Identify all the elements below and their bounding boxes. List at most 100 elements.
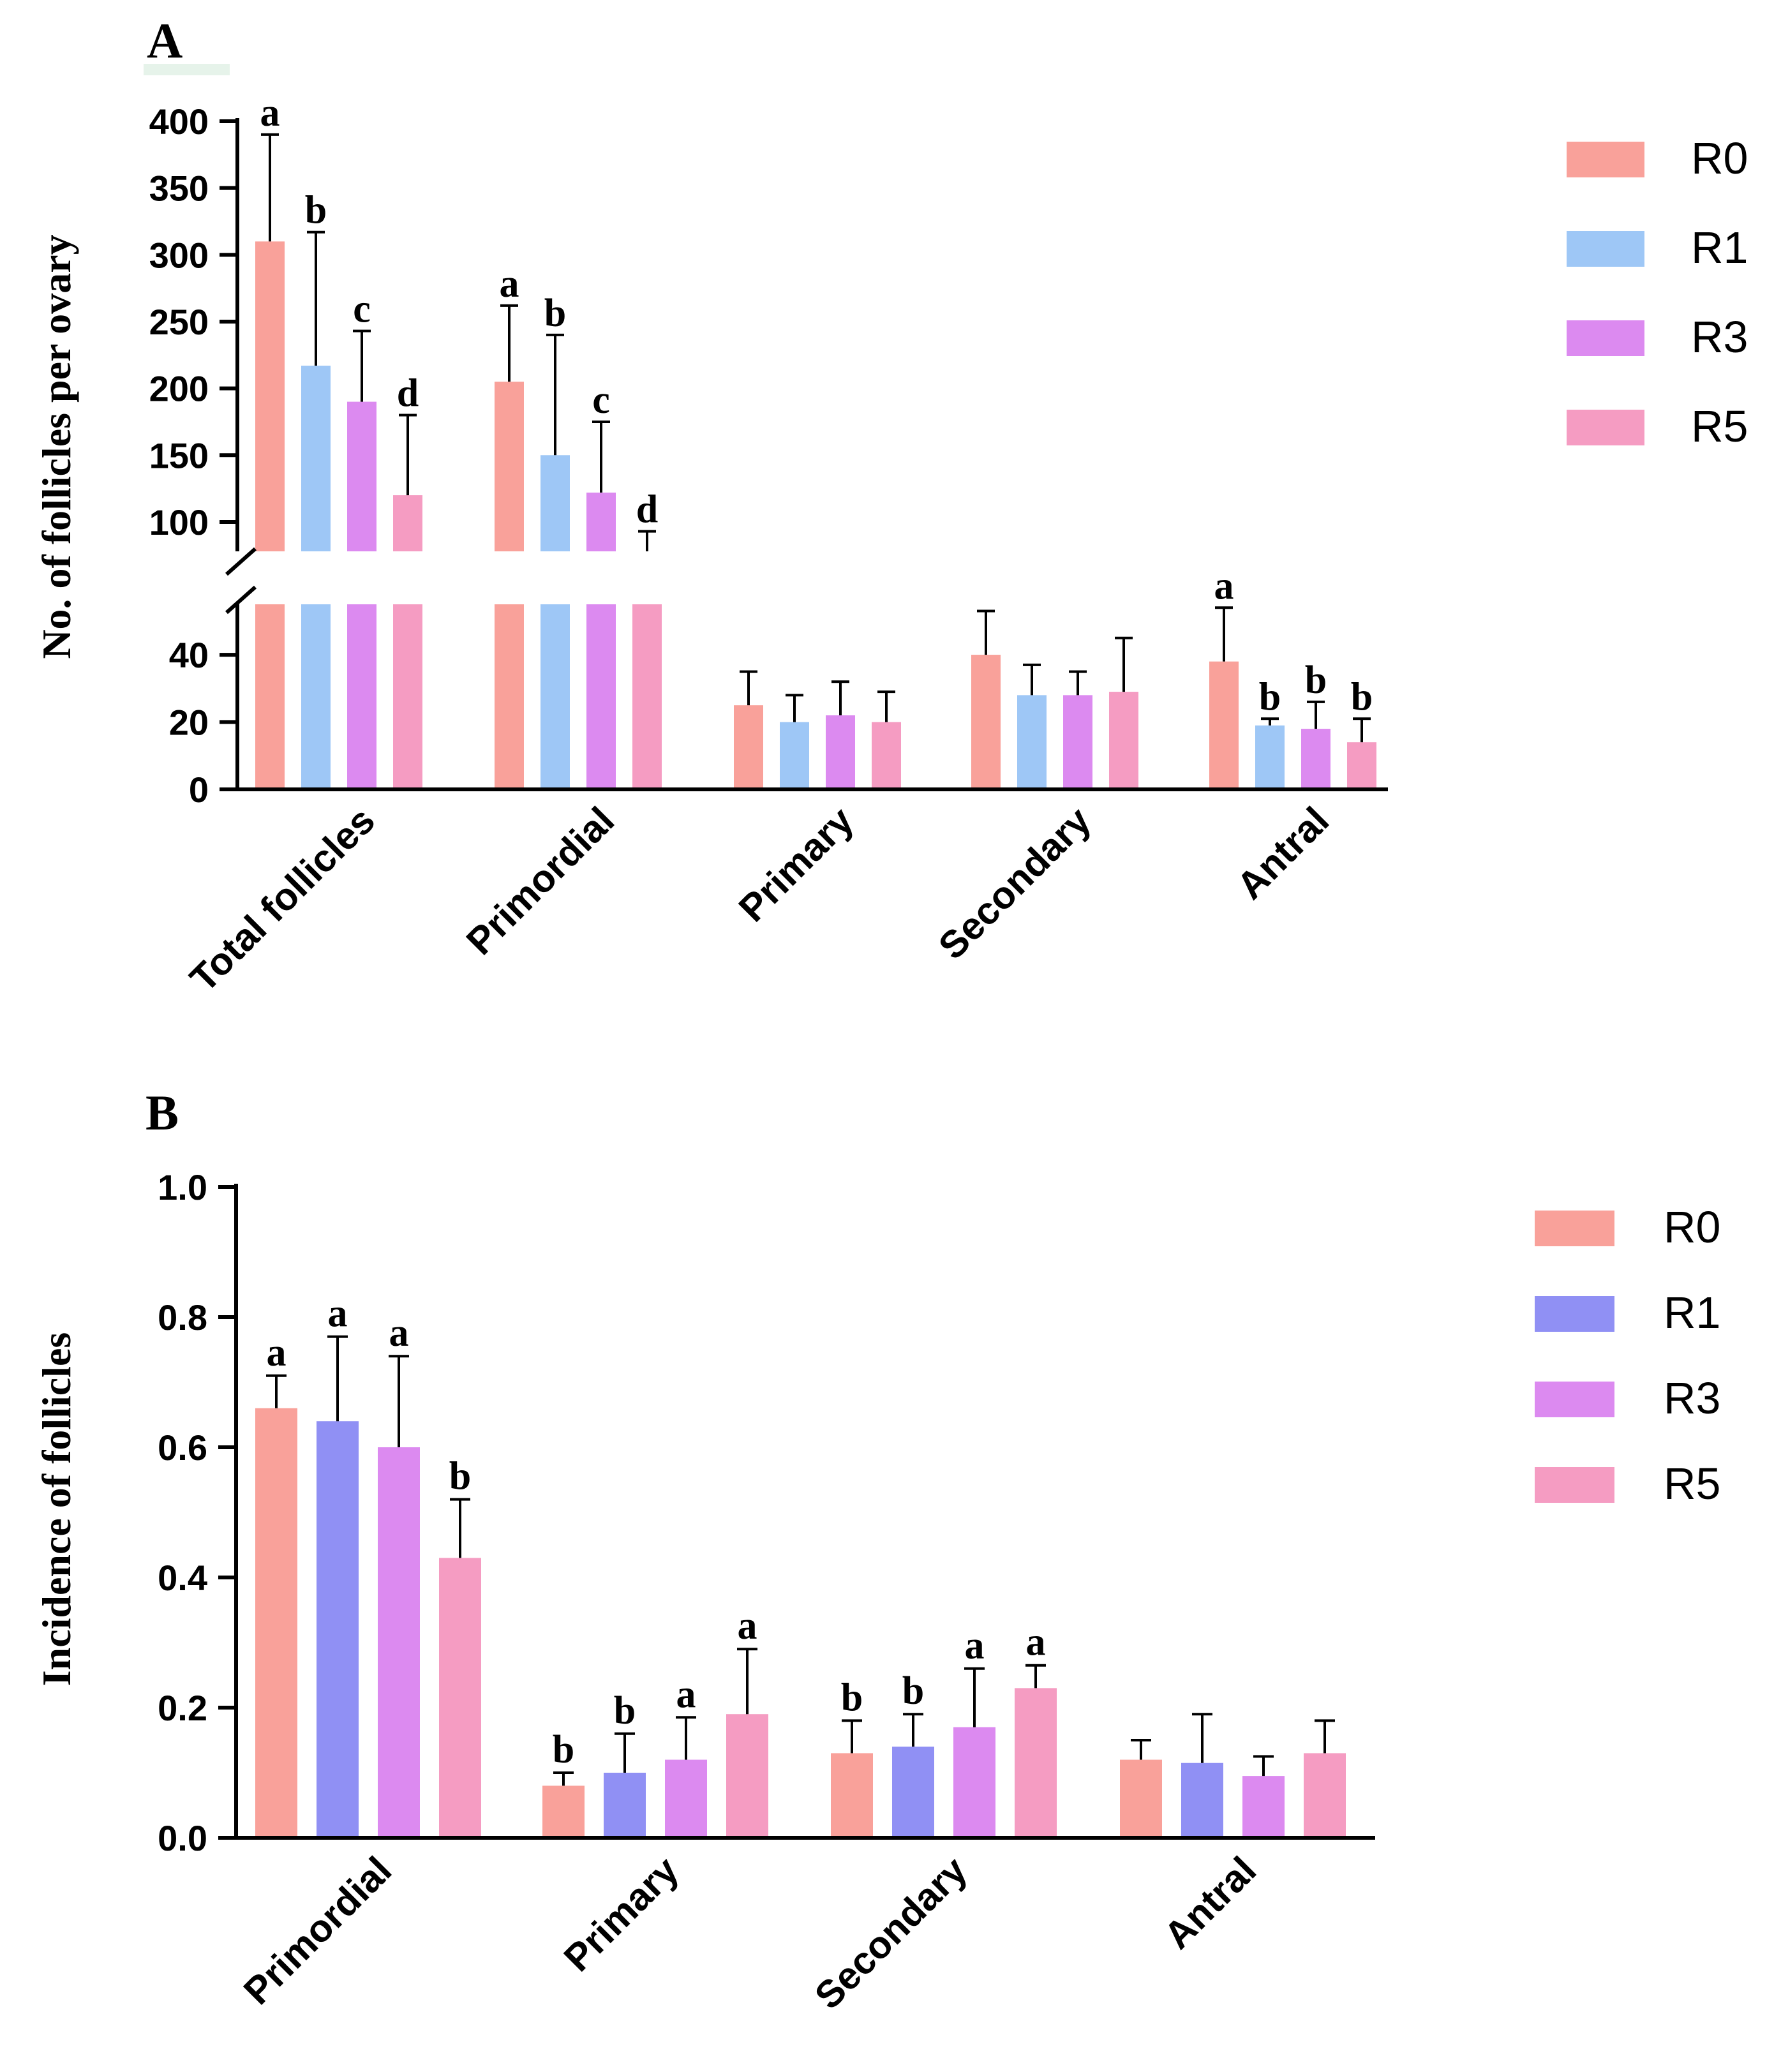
- panel-b-significance-letter: b: [841, 1676, 863, 1719]
- panel-a-bar-total-follicles-r1-upper: [301, 366, 331, 551]
- panel-a-bar-antral-r1: [1255, 725, 1285, 789]
- panel-b-bar-primary-r0: [542, 1785, 585, 1838]
- panel-a-bar-antral-r0: [1209, 661, 1239, 789]
- panel-b-bar-secondary-r3: [953, 1727, 995, 1838]
- panel-a-label: A: [147, 13, 183, 68]
- panel-a-significance-letter: b: [305, 189, 327, 232]
- panel-a-significance-letter: a: [260, 91, 280, 135]
- panel-a-x-category-label: Primordial: [458, 799, 622, 963]
- panel-a-y-tick-label: 250: [149, 302, 209, 342]
- panel-b-bar-antral-r0: [1120, 1759, 1162, 1838]
- panel-b-legend: R0 R1 R3 R5: [1535, 1202, 1720, 1509]
- panel-a-significance-letter: d: [397, 371, 419, 415]
- panel-a-bar-primordial-r5: [632, 604, 662, 789]
- panel-a-bar-primary-r5: [872, 722, 901, 789]
- panel-a-significance-letter: a: [1214, 564, 1234, 607]
- panel-b-y-tick-label: 0.4: [158, 1558, 207, 1598]
- panel-a-axis-break-mark: [225, 585, 257, 615]
- panel-a-y-tick-label: 0: [189, 770, 209, 810]
- panel-b-significance-letter: a: [328, 1292, 348, 1336]
- panel-b-legend-swatch-r1: [1535, 1296, 1614, 1332]
- panel-a-y-tick-label: 400: [149, 101, 209, 142]
- panel-a-bar-primary-r3: [826, 715, 855, 789]
- panel-a-y-tick-label: 200: [149, 369, 209, 409]
- panel-b-y-tick-label: 0.2: [158, 1688, 207, 1728]
- panel-a-bar-secondary-r1: [1017, 695, 1047, 789]
- panel-a-bar-secondary-r0: [971, 655, 1001, 789]
- panel-a-bar-secondary-r3: [1063, 695, 1092, 789]
- panel-b-bar-primary-r1: [604, 1773, 646, 1838]
- panel-a-bar-total-follicles-r5: [393, 604, 422, 789]
- panel-a-significance-letter: a: [500, 262, 519, 306]
- panel-b-legend-label-r5: R5: [1664, 1459, 1720, 1509]
- panel-a-legend-swatch-r3: [1567, 320, 1644, 356]
- panel-b-bar-primordial-r0: [255, 1408, 297, 1838]
- panel-a-significance-letter: c: [353, 288, 371, 331]
- panel-a-bar-primordial-r1: [540, 604, 570, 789]
- panel-a-significance-letter: d: [636, 488, 658, 532]
- panel-a-bar-antral-r5: [1347, 742, 1376, 789]
- panel-b-bar-primordial-r1: [317, 1421, 359, 1838]
- panel-b-y-tick-label: 0.6: [158, 1427, 207, 1468]
- panel-a-bar-primordial-r0: [495, 604, 524, 789]
- panel-a-bar-total-follicles-r1: [301, 604, 331, 789]
- panel-b-significance-letter: a: [1026, 1621, 1046, 1664]
- panel-b-legend-label-r3: R3: [1664, 1373, 1720, 1423]
- panel-b-significance-letter: a: [389, 1311, 409, 1355]
- panel-b-significance-letter: b: [449, 1455, 471, 1498]
- panel-b-x-category-label: Primary: [556, 1848, 687, 1979]
- panel-b-bar-secondary-r5: [1015, 1688, 1057, 1838]
- panel-b-bar-primary-r3: [665, 1759, 707, 1838]
- panel-b-significance-letter: a: [676, 1673, 696, 1716]
- panel-a-significance-letter: b: [1259, 675, 1281, 719]
- panel-b-y-tick-label: 1.0: [158, 1167, 207, 1207]
- panel-a-bar-primary-r1: [780, 722, 809, 789]
- panel-a-bar-total-follicles-r0: [255, 604, 285, 789]
- panel-a-bar-primordial-r0-upper: [495, 382, 524, 551]
- panel-a-y-axis-title: No. of follicles per ovary: [34, 234, 79, 659]
- panel-a-legend-label-r0: R0: [1691, 133, 1748, 183]
- panel-b-bar-primordial-r5: [439, 1558, 481, 1838]
- panel-b-y-tick-label: 0.0: [158, 1818, 207, 1858]
- panel-a-x-category-label: Total follicles: [182, 799, 383, 1000]
- panel-a-y-tick-label: 20: [169, 703, 209, 743]
- panel-a-bar-total-follicles-r0-upper: [255, 241, 285, 551]
- panel-a-bar-primary-r0: [734, 705, 763, 789]
- panel-a-legend: R0 R1 R3 R5: [1567, 133, 1748, 451]
- panel-a-bar-total-follicles-r3-upper: [347, 401, 376, 551]
- panel-a-significance-letter: b: [1305, 659, 1327, 702]
- panel-a-bar-antral-r3: [1301, 729, 1330, 789]
- panel-a-bar-total-follicles-r3: [347, 604, 376, 789]
- panel-a-legend-label-r5: R5: [1691, 401, 1748, 451]
- panel-a-legend-label-r3: R3: [1691, 312, 1748, 362]
- panel-a-y-tick-label: 40: [169, 635, 209, 675]
- panel-a-bar-primordial-r3-upper: [586, 492, 616, 551]
- panel-a-y-tick-label: 150: [149, 435, 209, 475]
- panel-b-bar-antral-r5: [1304, 1753, 1346, 1838]
- panel-b-x-category-label: Primordial: [235, 1849, 399, 2013]
- panel-b-bar-primordial-r3: [378, 1447, 420, 1838]
- panel-b-bar-secondary-r0: [831, 1753, 873, 1838]
- panel-b-x-category-label: Antral: [1156, 1849, 1264, 1957]
- panel-a-significance-letter: b: [1351, 675, 1373, 719]
- panel-a-axis-break-mark: [225, 547, 257, 576]
- panel-b-significance-letter: b: [614, 1689, 636, 1733]
- panel-a-bar-primordial-r1-upper: [540, 455, 570, 551]
- panel-b-legend-swatch-r3: [1535, 1382, 1614, 1417]
- panel-b-y-axis-title: Incidence of follicles: [34, 1332, 79, 1687]
- panel-a-y-tick-label: 100: [149, 502, 209, 542]
- panel-b-significance-letter: b: [902, 1669, 924, 1713]
- panel-b-label: B: [145, 1085, 179, 1140]
- panel-a-bar-total-follicles-r5-upper: [393, 495, 422, 551]
- panel-b-bar-primary-r5: [726, 1714, 768, 1838]
- panel-a-x-category-label: Secondary: [930, 798, 1099, 967]
- panel-b-bar-antral-r3: [1242, 1776, 1285, 1838]
- panel-b-significance-letter: b: [553, 1728, 574, 1771]
- panel-b-significance-letter: a: [965, 1624, 985, 1667]
- panel-a-legend-swatch-r0: [1567, 142, 1644, 177]
- panel-a-legend-swatch-r1: [1567, 231, 1644, 267]
- panel-a-legend-label-r1: R1: [1691, 223, 1748, 272]
- panel-a-y-tick-label: 350: [149, 168, 209, 209]
- panel-b-bar-secondary-r1: [892, 1747, 934, 1838]
